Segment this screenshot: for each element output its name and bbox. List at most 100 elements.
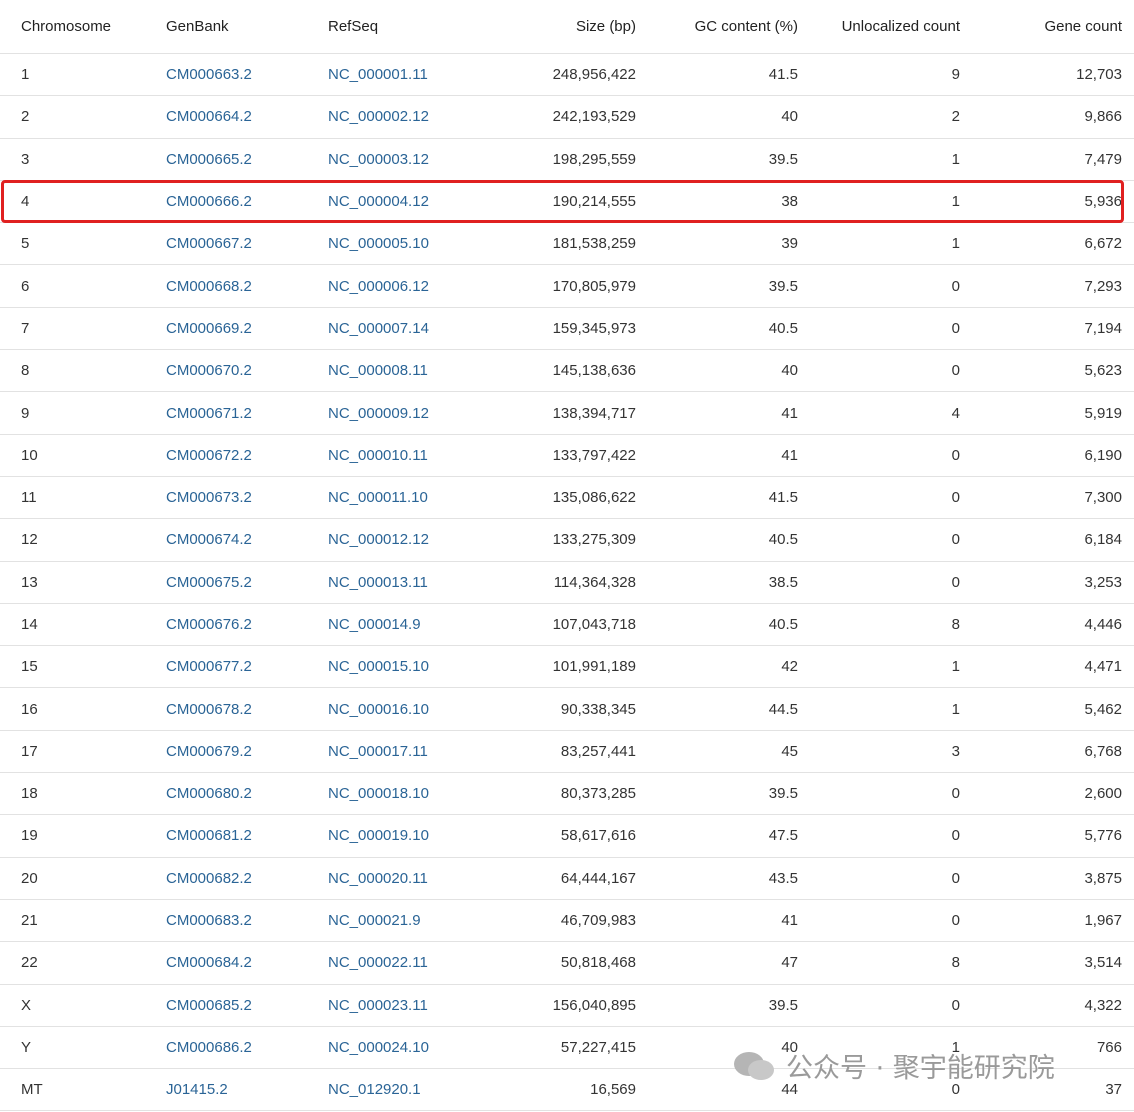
cell: 45 (648, 730, 810, 774)
cell: 6 (0, 264, 166, 308)
cell: 766 (972, 1026, 1134, 1070)
cell: 18 (0, 772, 166, 816)
table-row: 8 CM000670.2 NC_000008.11 145,138,636 40 0 5,6… (0, 349, 1134, 393)
link-cell[interactable]: CM000669.2 (166, 307, 328, 351)
cell: 12,703 (972, 53, 1134, 97)
cell: 145,138,636 (498, 349, 648, 393)
link-cell[interactable]: CM000685.2 (166, 984, 328, 1027)
cell: 9 (810, 53, 972, 97)
link-cell[interactable]: CM000665.2 (166, 138, 328, 181)
link-cell[interactable]: NC_000008.11 (328, 349, 498, 393)
link-cell[interactable]: NC_000021.9 (328, 899, 498, 943)
cell: 3,875 (972, 857, 1134, 900)
cell: 40.5 (648, 603, 810, 647)
cell: 4,322 (972, 984, 1134, 1027)
link-cell[interactable]: CM000668.2 (166, 264, 328, 308)
link-cell[interactable]: NC_000017.11 (328, 730, 498, 774)
link-cell[interactable]: CM000678.2 (166, 687, 328, 731)
link-cell[interactable]: NC_000009.12 (328, 391, 498, 435)
table-row: 13 CM000675.2 NC_000013.11 114,364,328 38.5 0… (0, 561, 1134, 604)
link-cell[interactable]: NC_000012.12 (328, 518, 498, 562)
link-cell[interactable]: CM000663.2 (166, 53, 328, 97)
cell: 3,514 (972, 941, 1134, 985)
cell: 1 (810, 180, 972, 224)
link-cell[interactable]: NC_000002.12 (328, 95, 498, 139)
table-row: 2 CM000664.2 NC_000002.12 242,193,529 40 2 9,8… (0, 95, 1134, 139)
link-cell[interactable]: CM000681.2 (166, 814, 328, 858)
link-cell[interactable]: CM000684.2 (166, 941, 328, 985)
link-cell[interactable]: CM000677.2 (166, 645, 328, 689)
link-cell[interactable]: CM000666.2 (166, 180, 328, 224)
link-cell[interactable]: CM000671.2 (166, 391, 328, 435)
link-cell[interactable]: CM000675.2 (166, 561, 328, 604)
cell: 5,462 (972, 687, 1134, 731)
link-cell[interactable]: NC_012920.1 (328, 1068, 498, 1112)
cell: 0 (810, 899, 972, 943)
table-row: 1 CM000663.2 NC_000001.11 248,956,422 41.5 9 1… (0, 53, 1134, 97)
cell: 4 (810, 391, 972, 435)
cell: Y (0, 1026, 166, 1070)
link-cell[interactable]: NC_000004.12 (328, 180, 498, 224)
link-cell[interactable]: NC_000003.12 (328, 138, 498, 181)
cell: 4,471 (972, 645, 1134, 689)
watermark-text: 公众号 · 聚宇能研究院 (786, 1053, 1055, 1084)
link-cell[interactable]: NC_000018.10 (328, 772, 498, 816)
link-cell[interactable]: NC_000015.10 (328, 645, 498, 689)
cell: 0 (810, 857, 972, 900)
cell: 39.5 (648, 138, 810, 181)
link-cell[interactable]: CM000683.2 (166, 899, 328, 943)
link-cell[interactable]: CM000686.2 (166, 1026, 328, 1070)
link-cell[interactable]: CM000672.2 (166, 434, 328, 477)
link-cell[interactable]: NC_000013.11 (328, 561, 498, 604)
cell: 40.5 (648, 518, 810, 562)
link-cell[interactable]: NC_000006.12 (328, 264, 498, 308)
cell: 8 (810, 941, 972, 985)
link-cell[interactable]: J01415.2 (166, 1068, 328, 1112)
cell: 50,818,468 (498, 941, 648, 985)
link-cell[interactable]: CM000664.2 (166, 95, 328, 139)
cell: 20 (0, 857, 166, 900)
link-cell[interactable]: NC_000007.14 (328, 307, 498, 351)
link-cell[interactable]: NC_000010.11 (328, 434, 498, 477)
watermark: 公众号 · 聚宇能研究院 (732, 1046, 1055, 1085)
link-cell[interactable]: CM000674.2 (166, 518, 328, 562)
link-cell[interactable]: CM000679.2 (166, 730, 328, 774)
cell: 0 (810, 814, 972, 858)
link-cell[interactable]: NC_000022.11 (328, 941, 498, 985)
cell: 46,709,983 (498, 899, 648, 943)
link-cell[interactable]: NC_000023.11 (328, 984, 498, 1027)
highlight-box (1, 180, 1124, 223)
cell: 21 (0, 899, 166, 943)
link-cell[interactable]: NC_000024.10 (328, 1026, 498, 1070)
cell: 135,086,622 (498, 476, 648, 520)
cell: 170,805,979 (498, 264, 648, 308)
link-cell[interactable]: CM000676.2 (166, 603, 328, 647)
link-cell[interactable]: NC_000005.10 (328, 222, 498, 266)
cell: 44 (648, 1068, 810, 1112)
cell: 38.5 (648, 561, 810, 604)
link-cell[interactable]: NC_000020.11 (328, 857, 498, 900)
cell: 19 (0, 814, 166, 858)
table-row: 6 CM000668.2 NC_000006.12 170,805,979 39.5 0 7… (0, 264, 1134, 308)
link-cell[interactable]: CM000670.2 (166, 349, 328, 393)
cell: 9 (0, 391, 166, 435)
cell: 43.5 (648, 857, 810, 900)
cell: 7,479 (972, 138, 1134, 181)
table-row: Y CM000686.2 NC_000024.10 57,227,415 40 1 766 (0, 1026, 1134, 1070)
link-cell[interactable]: NC_000016.10 (328, 687, 498, 731)
cell: 40.5 (648, 307, 810, 351)
cell: 42 (648, 645, 810, 689)
cell: 0 (810, 476, 972, 520)
link-cell[interactable]: CM000680.2 (166, 772, 328, 816)
table-row: 12 CM000674.2 NC_000012.12 133,275,309 40.5 0… (0, 518, 1134, 562)
cell: 37 (972, 1068, 1134, 1112)
link-cell[interactable]: NC_000011.10 (328, 476, 498, 520)
link-cell[interactable]: NC_000019.10 (328, 814, 498, 858)
link-cell[interactable]: NC_000001.11 (328, 53, 498, 97)
link-cell[interactable]: NC_000014.9 (328, 603, 498, 647)
link-cell[interactable]: CM000682.2 (166, 857, 328, 900)
link-cell[interactable]: CM000673.2 (166, 476, 328, 520)
cell: 0 (810, 984, 972, 1027)
link-cell[interactable]: CM000667.2 (166, 222, 328, 266)
cell: 40 (648, 1026, 810, 1070)
